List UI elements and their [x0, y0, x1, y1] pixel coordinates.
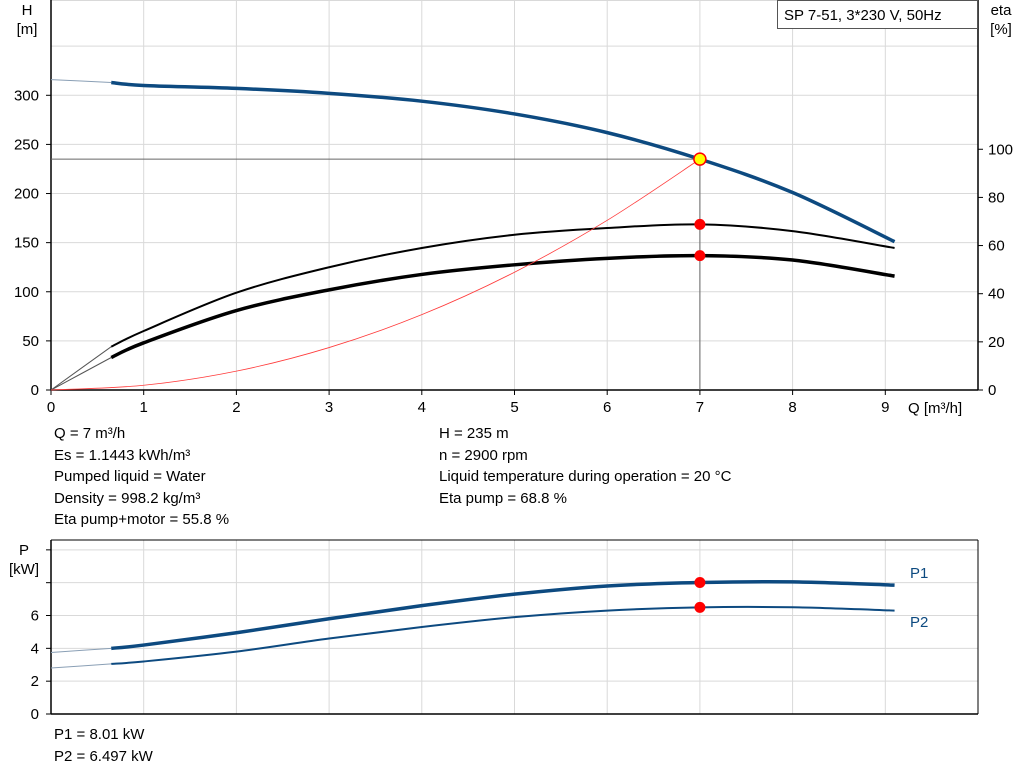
- x-tick-label: 1: [140, 399, 148, 416]
- y-tick-label-right: 60: [988, 238, 1005, 255]
- info-power: P1 = 8.01 kW P2 = 6.497 kW: [54, 724, 153, 767]
- info-left: Q = 7 m³/h Es = 1.1443 kWh/m³ Pumped liq…: [54, 423, 229, 531]
- y-axis-label-left: H: [22, 2, 33, 19]
- y-axis-label-right: eta: [991, 2, 1013, 19]
- head-eta-chart: 0 1 2 3 4 5 6 7 8 9 0 50 100 150 200 250 300 0 20 40 60 80 100…: [14, 0, 1013, 417]
- x-tick-label: 7: [696, 399, 704, 416]
- eta-pump-motor-curve-extrapolated: [50, 357, 112, 391]
- y-tick-label-left: 300: [14, 87, 39, 104]
- x-tick-label: 8: [788, 399, 796, 416]
- p1-curve-extrapolated: [50, 647, 112, 653]
- info-liquid: Pumped liquid = Water: [54, 468, 206, 485]
- y-tick-label-right: 80: [988, 189, 1005, 206]
- info-temp: Liquid temperature during operation = 20…: [439, 468, 732, 485]
- y-axis-label: P: [19, 542, 29, 559]
- y-tick-label: 2: [31, 673, 39, 690]
- y-tick-label-left: 0: [31, 382, 39, 399]
- p1-curve: [111, 579, 895, 651]
- y-tick-label-left: 200: [14, 186, 39, 203]
- head-curve-extrapolated: [50, 79, 112, 84]
- chart-title: SP 7-51, 3*230 V, 50Hz: [784, 7, 942, 24]
- info-right: H = 235 m n = 2900 rpm Liquid temperatur…: [439, 423, 731, 509]
- y-tick-label: 6: [31, 608, 39, 625]
- series-label-p1: P1: [910, 565, 928, 582]
- y-tick-label-left: 250: [14, 136, 39, 153]
- y-tick-label-right: 20: [988, 334, 1005, 351]
- p1-marker: [694, 577, 706, 589]
- eta-pump-motor-marker: [694, 250, 706, 262]
- x-tick-label: 0: [47, 399, 55, 416]
- p2-marker: [694, 601, 706, 613]
- eta-pump-marker: [694, 218, 706, 230]
- system-curve: [50, 158, 701, 391]
- y-tick-label: 0: [31, 706, 39, 723]
- eta-pump-motor-curve: [110, 253, 895, 360]
- y-axis-unit-right: [%]: [990, 21, 1012, 38]
- y-tick-label-right: 0: [988, 382, 996, 399]
- x-tick-label: 2: [232, 399, 240, 416]
- info-eta-pump: Eta pump = 68.8 %: [439, 489, 567, 507]
- eta-pump-curve-extrapolated: [50, 346, 112, 391]
- y-tick-label-right: 100: [988, 141, 1013, 158]
- info-h: H = 235 m: [439, 425, 509, 442]
- y-tick-label-left: 150: [14, 235, 39, 252]
- y-tick-label-left: 50: [22, 333, 39, 350]
- head-curve: [111, 80, 896, 244]
- power-chart: 0 2 4 6 P [kW] P1 P2: [9, 539, 979, 723]
- p2-curve-extrapolated: [50, 663, 112, 669]
- y-tick-label-left: 100: [14, 284, 39, 301]
- y-axis-unit-left: [m]: [17, 21, 38, 38]
- info-n: n = 2900 rpm: [439, 446, 528, 464]
- info-density: Density = 998.2 kg/m³: [54, 489, 201, 507]
- x-tick-label: 4: [418, 399, 426, 416]
- y-axis-unit: [kW]: [9, 561, 39, 578]
- x-axis-label: Q [m³/h]: [908, 400, 962, 417]
- y-tick-label: 4: [31, 640, 39, 657]
- x-tick-label: 3: [325, 399, 333, 416]
- info-p2: P2 = 6.497 kW: [54, 747, 153, 765]
- duty-point-marker: [693, 152, 707, 166]
- info-es: Es = 1.1443 kWh/m³: [54, 446, 191, 464]
- x-tick-label: 5: [510, 399, 518, 416]
- series-label-p2: P2: [910, 614, 928, 631]
- p2-curve: [111, 605, 895, 665]
- title-box: [777, 0, 978, 29]
- info-p1: P1 = 8.01 kW: [54, 726, 145, 743]
- info-q: Q = 7 m³/h: [54, 425, 126, 442]
- eta-pump-curve: [110, 223, 895, 348]
- x-tick-label: 6: [603, 399, 611, 416]
- x-tick-label: 9: [881, 399, 889, 416]
- info-eta-pump-motor: Eta pump+motor = 55.8 %: [54, 511, 230, 528]
- y-tick-label-right: 40: [988, 286, 1005, 303]
